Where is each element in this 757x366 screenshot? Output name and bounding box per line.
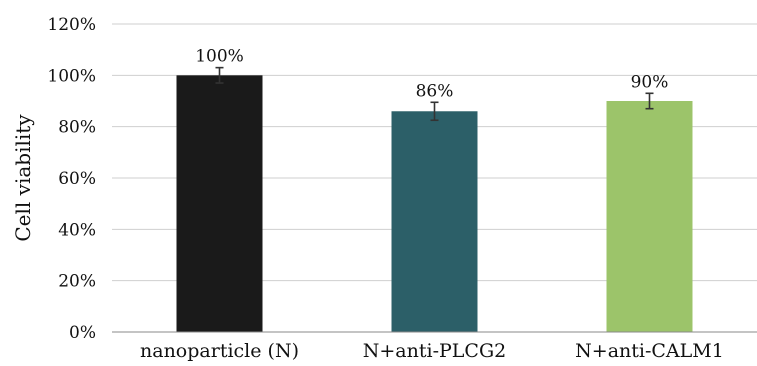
y-tick-label: 60% — [58, 169, 96, 189]
data-label: 100% — [195, 47, 244, 67]
data-labels: 100% 86% 90% — [195, 47, 668, 102]
bars — [176, 75, 693, 333]
y-tick-label: 80% — [58, 118, 96, 138]
bar — [176, 75, 263, 332]
bar — [606, 101, 693, 332]
error-bar — [430, 101, 439, 122]
error-bar — [215, 66, 224, 84]
y-tick-label: 0% — [69, 323, 96, 343]
x-category-label: N+anti-CALM1 — [575, 340, 724, 361]
y-axis-ticks: 0% 20% 40% 60% 80% 100% 120% — [47, 15, 96, 343]
error-bars — [215, 66, 654, 122]
y-tick-label: 20% — [58, 272, 96, 292]
bar — [391, 111, 478, 333]
x-category-label: nanoparticle (N) — [140, 340, 299, 361]
x-axis-categories: nanoparticle (N) N+anti-PLCG2 N+anti-CALM1 — [140, 340, 724, 362]
y-axis-label: Cell viability — [11, 114, 35, 242]
error-bar — [645, 92, 654, 110]
data-label: 90% — [631, 72, 669, 92]
data-label: 86% — [416, 81, 454, 101]
y-tick-label: 40% — [58, 220, 96, 240]
x-category-label: N+anti-PLCG2 — [363, 340, 506, 361]
y-tick-label: 100% — [47, 66, 96, 86]
y-tick-label: 120% — [47, 15, 96, 35]
